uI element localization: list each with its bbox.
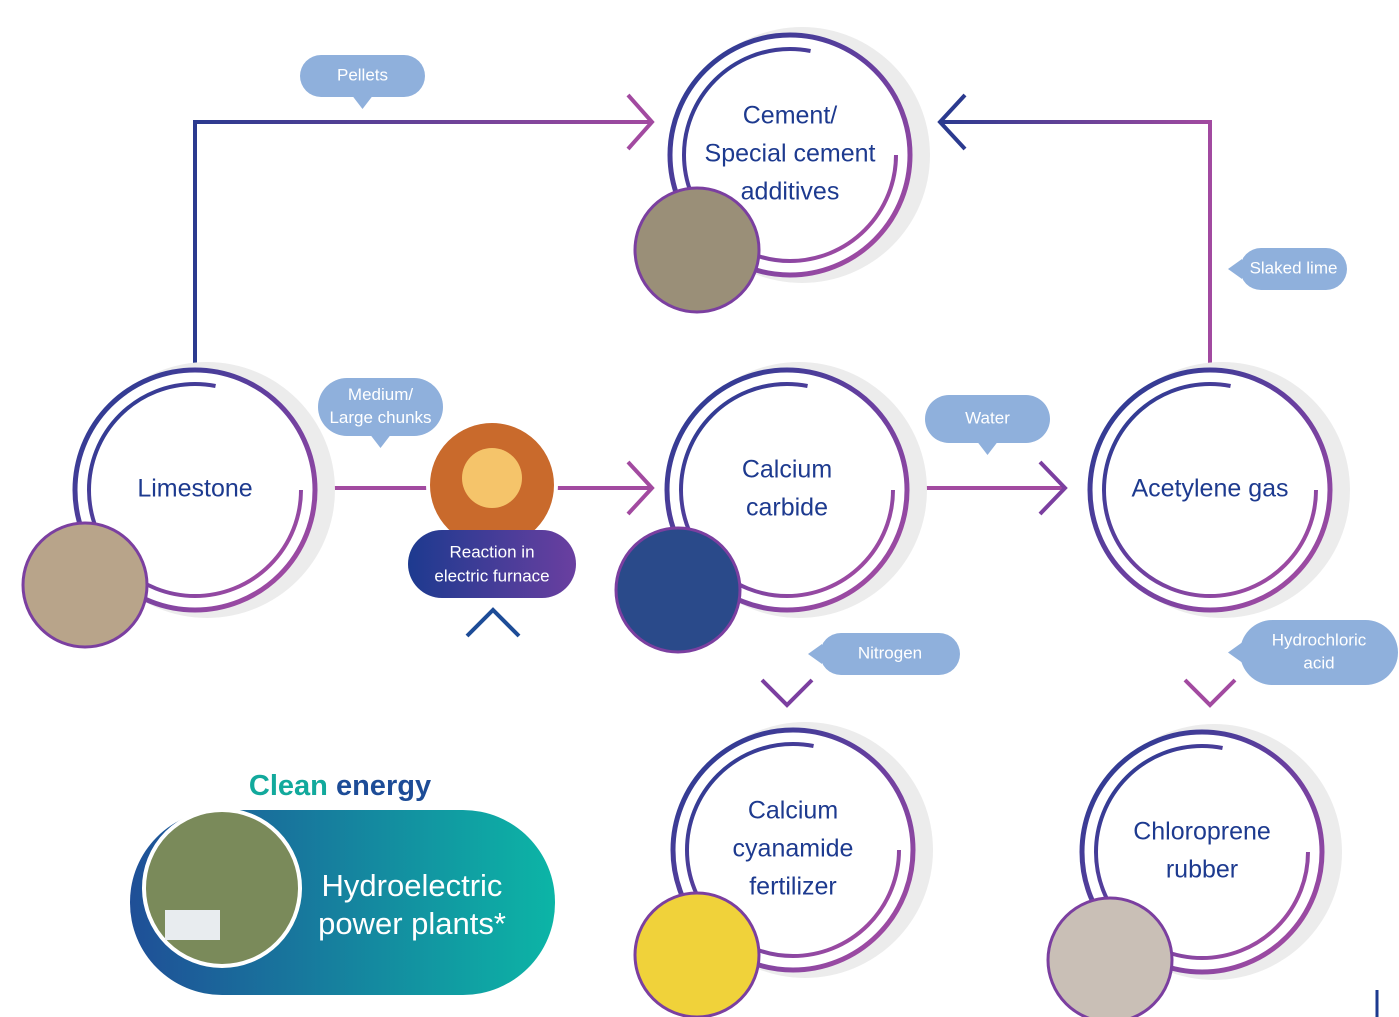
node-photo <box>635 188 759 312</box>
energy-source: power plants* <box>318 906 506 941</box>
edge-label: Pellets <box>337 65 388 84</box>
edge-label: Nitrogen <box>858 643 922 662</box>
node-label: fertilizer <box>749 873 837 901</box>
process-label: Reaction in <box>449 542 534 561</box>
diagram: Cement/Special cement additives Limestone C… <box>0 0 1399 1017</box>
edge-bubble-tail <box>1228 259 1242 279</box>
energy-source: Hydroelectric <box>322 868 503 903</box>
edge-label: Water <box>965 408 1010 427</box>
edge-label: acid <box>1303 653 1334 672</box>
node-photo <box>616 528 740 652</box>
node-label: carbide <box>746 494 828 522</box>
node-label: cyanamide <box>733 835 854 863</box>
node-photo <box>23 523 147 647</box>
node-label: Special cement <box>705 140 876 168</box>
edge-bubble-tail <box>353 96 373 109</box>
edge-label: Large chunks <box>329 408 431 427</box>
node-label: Calcium <box>742 456 832 484</box>
node-label: Limestone <box>137 475 252 503</box>
node-photo <box>635 893 759 1017</box>
node-label: Acetylene gas <box>1131 475 1288 503</box>
node-label: Chloroprene <box>1133 818 1271 846</box>
node-label: additives <box>741 178 840 206</box>
edge-bubble-tail <box>371 435 391 448</box>
node-label: Cement/ <box>743 102 838 130</box>
node-photo <box>1048 898 1172 1017</box>
process: Reaction in electric furnace <box>408 421 576 598</box>
energy-title: Clean energy <box>249 770 431 802</box>
edge-label: Medium/ <box>348 385 413 404</box>
process-label: electric furnace <box>434 566 549 585</box>
edge-bubble-tail <box>1228 643 1242 663</box>
node-label: Calcium <box>748 797 838 825</box>
edge-label: Slaked lime <box>1250 258 1338 277</box>
edge-bubble-tail <box>808 644 822 664</box>
edge-bubble-tail <box>978 442 998 455</box>
node-label: rubber <box>1166 856 1238 884</box>
edge-label: Hydrochloric <box>1272 630 1367 649</box>
